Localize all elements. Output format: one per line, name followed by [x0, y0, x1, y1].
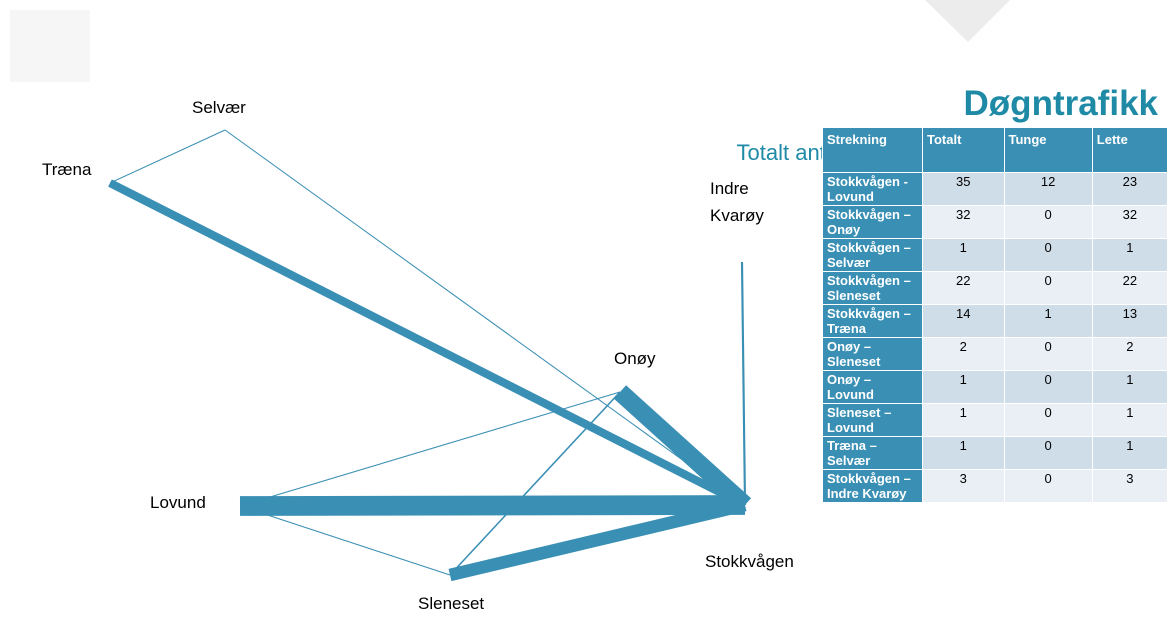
route — [449, 391, 621, 576]
value-cell: 22 — [922, 271, 1005, 305]
route — [613, 385, 752, 512]
value-cell: 1 — [1091, 370, 1169, 404]
value-cell: 1 — [922, 436, 1005, 470]
node-label: Stokkvågen — [705, 552, 794, 571]
route — [448, 498, 747, 582]
corner-shape — [925, 0, 1010, 42]
value-cell: 23 — [1091, 172, 1169, 206]
value-cell: 3 — [922, 469, 1005, 503]
node-label: Selvær — [192, 98, 246, 117]
route-cell: Træna – Selvær — [822, 436, 923, 470]
route-cell: Stokkvågen - Lovund — [822, 172, 923, 206]
header-cell: Tunge — [1003, 127, 1093, 173]
corner-box — [10, 10, 90, 82]
node-label: Træna — [42, 160, 92, 179]
value-cell: 2 — [922, 337, 1005, 371]
table-row: Stokkvågen – Indre Kvarøy 3 0 3 — [822, 469, 1169, 503]
value-cell: 12 — [1003, 172, 1093, 206]
route-cell: Onøy – Lovund — [822, 370, 923, 404]
route — [109, 129, 226, 184]
value-cell: 0 — [1003, 337, 1093, 371]
route-cell: Stokkvågen – Indre Kvarøy — [822, 469, 923, 503]
value-cell: 13 — [1091, 304, 1169, 338]
table-row: Sleneset – Lovund 1 0 1 — [822, 403, 1169, 437]
value-cell: 1 — [1091, 238, 1169, 272]
value-cell: 1 — [1003, 304, 1093, 338]
route-cell: Sleneset – Lovund — [822, 403, 923, 437]
table-row: Stokkvågen – Træna 14 1 13 — [822, 304, 1169, 338]
value-cell: 1 — [922, 370, 1005, 404]
value-cell: 1 — [1091, 403, 1169, 437]
value-cell: 2 — [1091, 337, 1169, 371]
table-row: Stokkvågen - Lovund 35 12 23 — [822, 172, 1169, 206]
route — [108, 179, 747, 509]
node-label: Sleneset — [418, 594, 485, 613]
value-cell: 0 — [1003, 436, 1093, 470]
value-cell: 1 — [922, 403, 1005, 437]
value-cell: 3 — [1091, 469, 1169, 503]
traffic-table: Strekning Totalt Tunge Lette Stokkvågen - Lo… — [822, 127, 1169, 503]
node-label: Indre Kvarøy — [710, 179, 764, 225]
route — [239, 391, 621, 507]
route-cell: Stokkvågen – Selvær — [822, 238, 923, 272]
value-cell: 14 — [922, 304, 1005, 338]
table-row: Onøy – Lovund 1 0 1 — [822, 370, 1169, 404]
value-cell: 0 — [1003, 271, 1093, 305]
table-row: Onøy – Sleneset 2 0 2 — [822, 337, 1169, 371]
node-label: Lovund — [150, 493, 206, 512]
value-cell: 0 — [1003, 370, 1093, 404]
route-cell: Stokkvågen – Træna — [822, 304, 923, 338]
route — [239, 495, 746, 516]
route-cell: Stokkvågen – Sleneset — [822, 271, 923, 305]
header-cell: Strekning — [822, 127, 923, 173]
header-cell: Lette — [1091, 127, 1169, 173]
value-cell: 32 — [1091, 205, 1169, 239]
value-cell: 1 — [1091, 436, 1169, 470]
route — [224, 129, 746, 506]
table-row: Stokkvågen – Sleneset 22 0 22 — [822, 271, 1169, 305]
title: Døgntrafikk — [963, 84, 1158, 123]
header-cell: Totalt — [922, 127, 1005, 173]
route — [239, 505, 451, 576]
table-row: Stokkvågen – Selvær 1 0 1 — [822, 238, 1169, 272]
route-cell: Onøy – Sleneset — [822, 337, 923, 371]
value-cell: 0 — [1003, 469, 1093, 503]
value-cell: 0 — [1003, 205, 1093, 239]
value-cell: 0 — [1003, 238, 1093, 272]
value-cell: 32 — [922, 205, 1005, 239]
value-cell: 0 — [1003, 403, 1093, 437]
table-row: Stokkvågen – Onøy 32 0 32 — [822, 205, 1169, 239]
value-cell: 35 — [922, 172, 1005, 206]
route — [740, 261, 747, 506]
node-label: Onøy — [614, 349, 656, 368]
value-cell: 1 — [922, 238, 1005, 272]
value-cell: 22 — [1091, 271, 1169, 305]
table-row: Træna – Selvær 1 0 1 — [822, 436, 1169, 470]
route-cell: Stokkvågen – Onøy — [822, 205, 923, 239]
